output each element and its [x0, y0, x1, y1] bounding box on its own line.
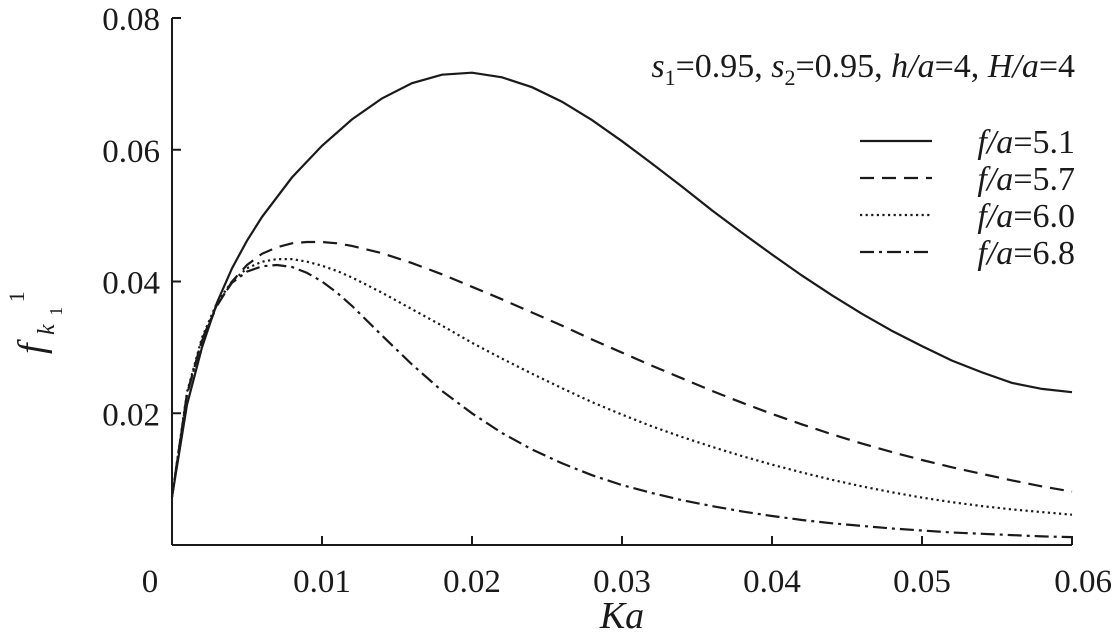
legend-label-3: f/a=6.0 — [977, 198, 1075, 235]
x-axis-label: Ka — [599, 595, 644, 635]
x-axis-ticks: 0 0.01 0.02 0.03 0.04 0.05 0.06 — [142, 536, 1112, 600]
x-tick-label: 0.02 — [443, 564, 501, 600]
legend-label-4: f/a=6.8 — [977, 235, 1075, 272]
y-tick-label: 0.08 — [102, 2, 160, 38]
y-tick-label: 0.06 — [102, 134, 160, 170]
y-tick-label: 0.02 — [102, 397, 160, 433]
series-line-1 — [170, 71, 1073, 498]
y-axis-label: f k 1 1 — [4, 291, 70, 354]
parameter-annotation: s1=0.95, s2=0.95, h/a=4, H/a=4 — [651, 48, 1075, 90]
series-line-2 — [170, 240, 1073, 498]
x-tick-label: 0.05 — [893, 564, 951, 600]
y-tick-label: 0.04 — [102, 266, 160, 302]
chart-axes — [171, 18, 1072, 546]
x-tick-label: 0 — [142, 564, 159, 600]
y-axis-ticks: 0.02 0.04 0.06 0.08 — [102, 2, 181, 433]
series-lines — [170, 71, 1073, 539]
x-tick-label: 0.06 — [1054, 564, 1112, 600]
legend-label-2: f/a=5.7 — [977, 161, 1075, 198]
series-line-4 — [170, 263, 1073, 539]
x-tick-label: 0.03 — [593, 564, 651, 600]
series-line-3 — [170, 258, 1073, 516]
x-tick-label: 0.04 — [743, 564, 801, 600]
legend-label-1: f/a=5.1 — [977, 124, 1075, 161]
legend: f/a=5.1f/a=5.7f/a=6.0f/a=6.8 — [860, 124, 1075, 272]
x-tick-label: 0.01 — [293, 564, 351, 600]
